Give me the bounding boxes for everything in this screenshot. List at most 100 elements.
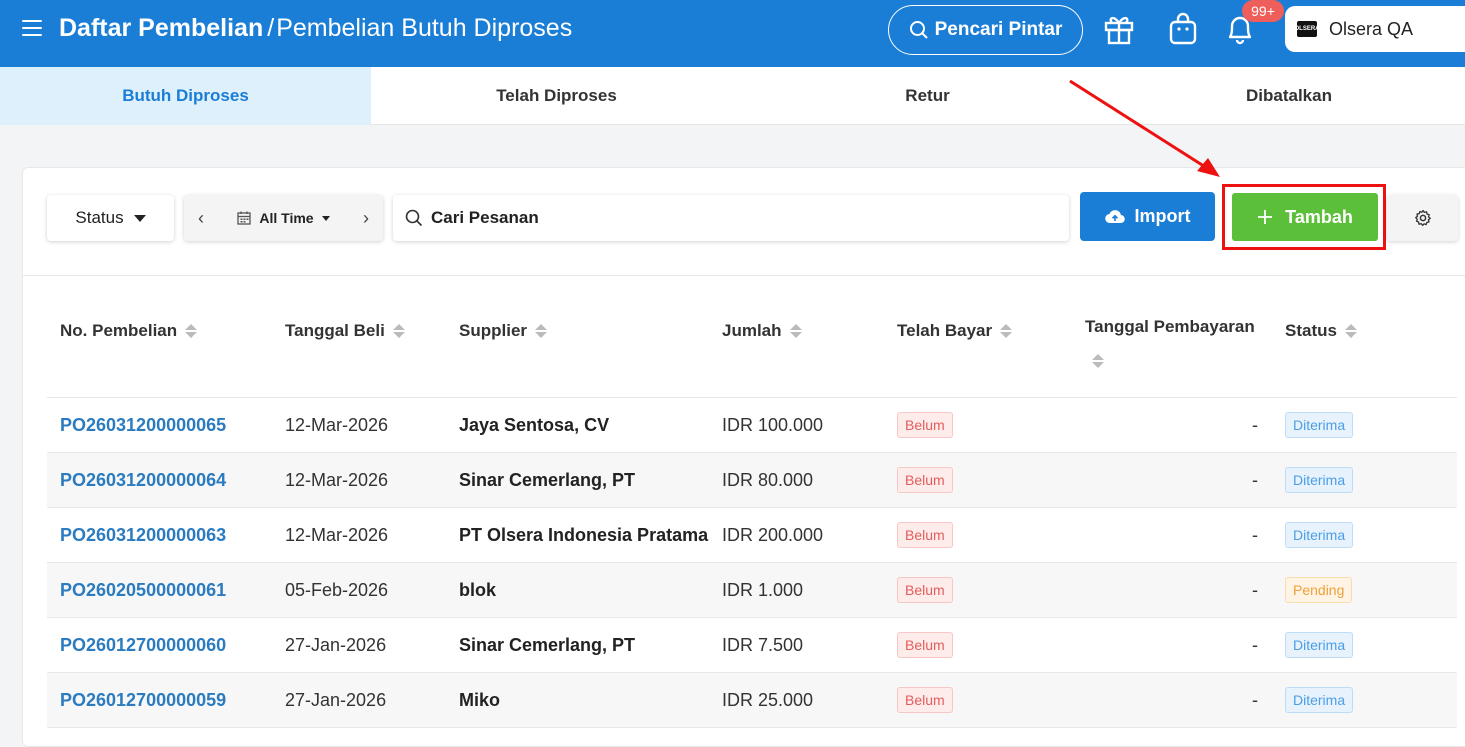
- purchase-date: 12-Mar-2026: [285, 469, 389, 490]
- sort-icon: [1344, 324, 1357, 338]
- gift-icon[interactable]: [1103, 12, 1135, 46]
- payment-date: -: [1252, 634, 1258, 655]
- column-label: Telah Bayar: [897, 321, 993, 340]
- supplier-name: blok: [459, 579, 497, 600]
- column-header-amount[interactable]: Jumlah: [722, 321, 802, 341]
- settings-button[interactable]: [1387, 195, 1458, 241]
- title-separator: /: [267, 14, 275, 42]
- column-header-date[interactable]: Tanggal Beli: [285, 321, 405, 341]
- paid-cell: Belum: [897, 563, 953, 617]
- column-header-no[interactable]: No. Pembelian: [60, 321, 198, 341]
- sort-icon: [185, 324, 198, 338]
- import-label: Import: [1134, 206, 1191, 226]
- status-cell: Diterima: [1285, 618, 1354, 672]
- smart-search-label: Pencari Pintar: [934, 19, 1063, 40]
- column-label: Tanggal Beli: [285, 321, 385, 340]
- column-label: Supplier: [459, 321, 528, 340]
- status-cell: Diterima: [1285, 508, 1354, 562]
- status-badge: Diterima: [1285, 412, 1354, 438]
- order-search: [393, 195, 1069, 241]
- column-header-supplier[interactable]: Supplier: [459, 321, 548, 341]
- date-range-dropdown[interactable]: All Time: [218, 210, 349, 226]
- status-filter-button[interactable]: Status: [47, 195, 174, 241]
- sort-icon: [392, 324, 405, 338]
- chevron-left-icon[interactable]: ‹: [198, 207, 204, 228]
- purchase-number-link[interactable]: PO26031200000063: [60, 524, 227, 545]
- column-header-payment-date[interactable]: Tanggal Pembayaran: [1085, 317, 1255, 368]
- tab-dibatalkan[interactable]: Dibatalkan: [1246, 86, 1332, 105]
- purchase-table: No. Pembelian Tanggal Beli Supplier Juml…: [47, 276, 1457, 728]
- table-row[interactable]: PO26031200000063 12-Mar-2026 PT Olsera I…: [47, 508, 1457, 563]
- purchase-date: 27-Jan-2026: [285, 689, 387, 710]
- store-logo: OLSERA: [1295, 21, 1320, 37]
- smart-search-button[interactable]: Pencari Pintar: [888, 5, 1083, 55]
- search-icon: [405, 209, 423, 227]
- highlight-box: [1222, 184, 1386, 250]
- purchase-number-link[interactable]: PO26031200000064: [60, 469, 227, 490]
- sort-icon: [789, 324, 802, 338]
- purchase-number-link[interactable]: PO26012700000059: [60, 689, 227, 710]
- purchase-date: 12-Mar-2026: [285, 414, 389, 435]
- bell-icon[interactable]: [1224, 12, 1256, 46]
- purchase-number-link[interactable]: PO26012700000060: [60, 634, 227, 655]
- purchase-date: 27-Jan-2026: [285, 634, 387, 655]
- supplier-name: Sinar Cemerlang, PT: [459, 634, 636, 655]
- column-header-paid[interactable]: Telah Bayar: [897, 321, 1013, 341]
- amount: IDR 200.000: [722, 524, 824, 545]
- amount: IDR 100.000: [722, 414, 824, 435]
- column-label: Jumlah: [722, 321, 782, 340]
- paid-cell: Belum: [897, 453, 953, 507]
- column-label: Tanggal Pembayaran: [1085, 317, 1255, 336]
- column-header-status[interactable]: Status: [1285, 321, 1357, 341]
- payment-date: -: [1252, 579, 1258, 600]
- shopping-bag-icon[interactable]: [1167, 12, 1199, 46]
- table-row[interactable]: PO26012700000059 27-Jan-2026 Miko IDR 25…: [47, 673, 1457, 728]
- toolbar: Status ‹ All Time › Import Tambah: [23, 168, 1465, 276]
- tab-telah-diproses[interactable]: Telah Diproses: [496, 86, 617, 105]
- order-search-input[interactable]: [431, 208, 1031, 228]
- payment-date: -: [1252, 414, 1258, 435]
- status-cell: Diterima: [1285, 673, 1354, 727]
- status-badge: Pending: [1285, 577, 1353, 603]
- paid-cell: Belum: [897, 673, 953, 727]
- gear-icon: [1414, 209, 1431, 227]
- date-range-picker: ‹ All Time ›: [184, 195, 383, 241]
- payment-date: -: [1252, 469, 1258, 490]
- paid-badge: Belum: [897, 632, 953, 658]
- title-sub: Pembelian Butuh Diproses: [276, 14, 573, 42]
- purchase-number-link[interactable]: PO26031200000065: [60, 414, 227, 435]
- supplier-name: Miko: [459, 689, 501, 710]
- status-badge: Diterima: [1285, 522, 1354, 548]
- status-cell: Diterima: [1285, 453, 1354, 507]
- title-main: Daftar Pembelian: [59, 14, 264, 42]
- page-title: Daftar Pembelian/Pembelian Butuh Diprose…: [59, 14, 572, 43]
- date-range-label: All Time: [259, 210, 314, 226]
- amount: IDR 25.000: [722, 689, 814, 710]
- sort-icon: [1092, 354, 1104, 368]
- supplier-name: Sinar Cemerlang, PT: [459, 469, 636, 490]
- top-bar: Daftar Pembelian/Pembelian Butuh Diprose…: [0, 0, 1465, 67]
- paid-badge: Belum: [897, 577, 953, 603]
- add-label: Tambah: [1285, 206, 1353, 227]
- calendar-icon: [237, 211, 252, 225]
- purchase-number-link[interactable]: PO26020500000061: [60, 579, 227, 600]
- table-row[interactable]: PO26031200000065 12-Mar-2026 Jaya Sentos…: [47, 398, 1457, 453]
- search-icon: [909, 21, 928, 39]
- sort-icon: [1000, 324, 1013, 338]
- tab-retur[interactable]: Retur: [905, 86, 950, 105]
- status-badge: Diterima: [1285, 687, 1354, 713]
- caret-down-icon: [133, 214, 146, 222]
- supplier-name: Jaya Sentosa, CV: [459, 414, 610, 435]
- table-row[interactable]: PO26020500000061 05-Feb-2026 blok IDR 1.…: [47, 563, 1457, 618]
- table-row[interactable]: PO26031200000064 12-Mar-2026 Sinar Cemer…: [47, 453, 1457, 508]
- tab-butuh-diproses[interactable]: Butuh Diproses: [0, 67, 371, 125]
- add-purchase-button[interactable]: Tambah: [1232, 193, 1378, 241]
- column-label: No. Pembelian: [60, 321, 178, 340]
- table-row[interactable]: PO26012700000060 27-Jan-2026 Sinar Cemer…: [47, 618, 1457, 673]
- purchase-date: 12-Mar-2026: [285, 524, 389, 545]
- store-selector[interactable]: OLSERA Olsera QA: [1285, 6, 1465, 52]
- import-button[interactable]: Import: [1080, 192, 1215, 241]
- payment-date: -: [1252, 524, 1258, 545]
- chevron-right-icon[interactable]: ›: [363, 207, 369, 228]
- menu-icon[interactable]: [22, 20, 42, 36]
